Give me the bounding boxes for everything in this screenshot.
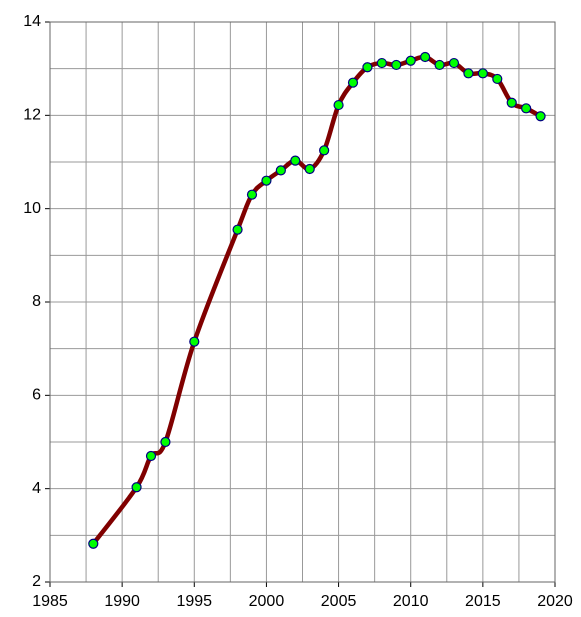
marker — [304, 163, 315, 175]
marker — [448, 57, 460, 69]
x-tick-label: 2020 — [537, 593, 573, 610]
marker — [535, 111, 546, 122]
marker — [362, 62, 373, 73]
y-tick-label: 2 — [32, 573, 41, 590]
y-tick-label: 6 — [32, 387, 41, 404]
plot-border — [49, 21, 556, 583]
marker — [189, 336, 200, 347]
marker — [246, 189, 258, 200]
line — [91, 54, 542, 546]
marker — [506, 97, 517, 108]
marker — [290, 155, 301, 166]
x-tick-label: 1985 — [32, 593, 68, 610]
y-tick-label: 4 — [32, 480, 41, 497]
marker — [420, 51, 431, 63]
marker — [319, 145, 330, 156]
marker — [145, 450, 157, 462]
x-tick-label: 2010 — [393, 593, 429, 610]
x-tick-label: 1990 — [104, 593, 140, 610]
x-tick-label: 2005 — [321, 593, 357, 610]
x-tick-label: 1995 — [176, 593, 212, 610]
marker — [492, 73, 503, 85]
marker — [232, 224, 243, 235]
marker — [88, 538, 99, 549]
y-tick-label: 10 — [23, 200, 41, 217]
marker — [131, 482, 142, 493]
y-tick-label: 8 — [32, 293, 41, 310]
marker — [434, 59, 445, 71]
y-tick-label: 12 — [23, 107, 41, 124]
marker — [347, 77, 359, 88]
marker — [261, 175, 272, 186]
marker — [405, 55, 416, 66]
marker — [463, 68, 474, 79]
y-tick-label: 14 — [23, 13, 41, 30]
marker — [391, 59, 402, 71]
marker — [521, 103, 532, 114]
marker — [333, 99, 344, 111]
marker — [160, 436, 171, 448]
marker — [275, 165, 286, 176]
marker — [477, 68, 488, 79]
x-tick-label: 2000 — [249, 593, 285, 610]
x-tick-label: 2015 — [465, 593, 501, 610]
marker — [376, 57, 387, 69]
